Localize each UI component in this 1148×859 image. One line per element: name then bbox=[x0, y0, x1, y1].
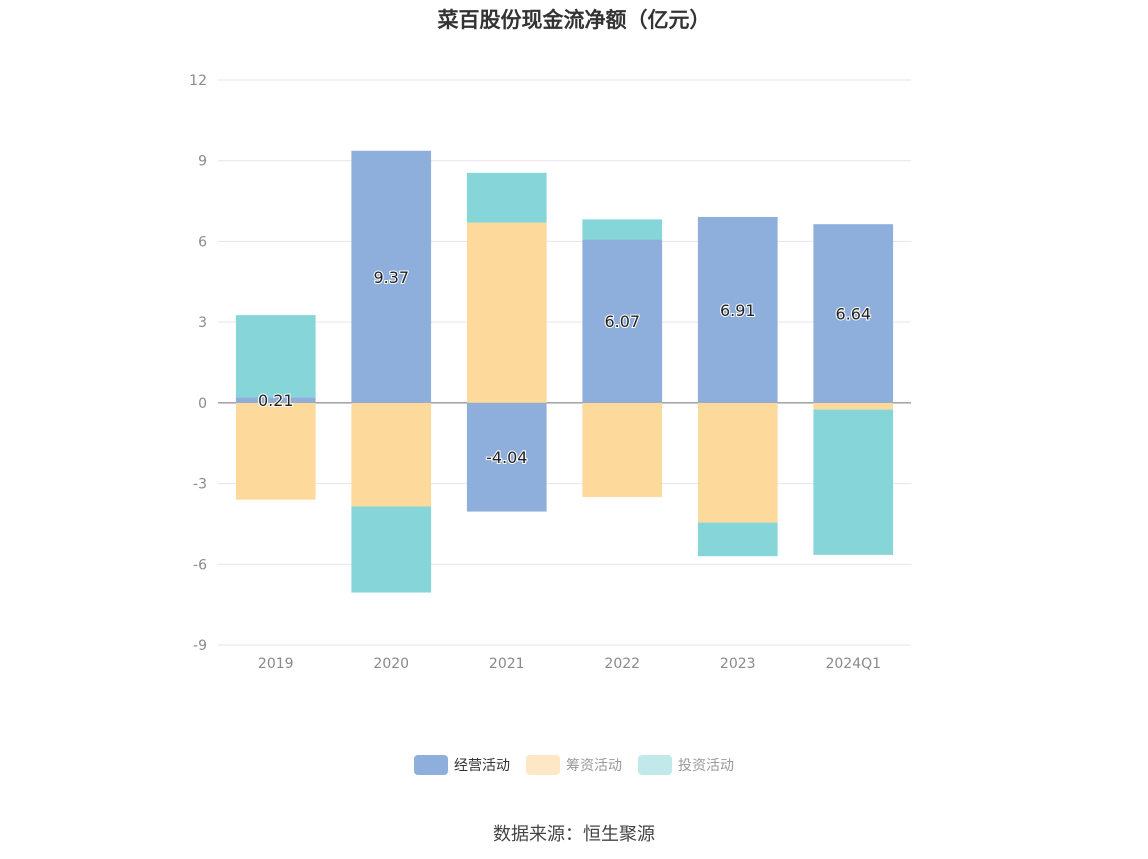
bar-0-3 bbox=[582, 239, 663, 403]
bar-2-4 bbox=[697, 522, 778, 557]
bar-1-3 bbox=[582, 402, 663, 498]
bar-0-1 bbox=[351, 150, 432, 403]
bar-0-2 bbox=[466, 402, 547, 512]
data-label: 6.64 bbox=[835, 305, 871, 324]
x-tick-label: 2023 bbox=[720, 656, 756, 672]
x-tick-label: 2020 bbox=[373, 656, 409, 672]
y-tick-label: 3 bbox=[198, 315, 207, 331]
bar-1-5 bbox=[813, 402, 894, 410]
y-tick-label: -9 bbox=[193, 638, 207, 654]
chart-title: 菜百股份现金流净额（亿元） bbox=[437, 8, 711, 32]
data-label: 6.07 bbox=[604, 312, 640, 331]
bar-0-4 bbox=[697, 216, 778, 403]
y-tick-label: 6 bbox=[198, 234, 207, 250]
data-label: 9.37 bbox=[373, 268, 409, 287]
data-label: 0.21 bbox=[258, 391, 294, 410]
legend-item[interactable]: 投资活动 bbox=[638, 755, 734, 775]
bar-2-3 bbox=[582, 219, 663, 240]
legend-swatch bbox=[638, 755, 672, 775]
y-tick-label: 0 bbox=[198, 396, 207, 412]
y-tick-label: 9 bbox=[198, 154, 207, 170]
bar-0-5 bbox=[813, 224, 894, 403]
data-label: 6.91 bbox=[720, 301, 756, 320]
data-label: -4.04 bbox=[486, 448, 527, 467]
bar-2-5 bbox=[813, 409, 894, 555]
bar-1-0 bbox=[235, 402, 316, 500]
x-tick-label: 2019 bbox=[258, 656, 294, 672]
legend-item[interactable]: 经营活动 bbox=[414, 755, 510, 775]
bar-2-0 bbox=[235, 315, 316, 398]
x-tick-label: 2024Q1 bbox=[825, 656, 881, 672]
bar-1-2 bbox=[466, 222, 547, 403]
y-tick-label: -6 bbox=[193, 557, 207, 573]
legend-swatch bbox=[526, 755, 560, 775]
legend-label: 经营活动 bbox=[454, 758, 510, 774]
legend: 经营活动 筹资活动 投资活动 bbox=[0, 755, 1148, 775]
data-source: 数据来源：恒生聚源 bbox=[493, 824, 655, 845]
bar-0-0 bbox=[235, 397, 316, 403]
x-tick-label: 2021 bbox=[489, 656, 525, 672]
bar-1-1 bbox=[351, 402, 432, 507]
bar-2-1 bbox=[351, 506, 432, 593]
bar-2-2 bbox=[466, 172, 547, 223]
legend-label: 投资活动 bbox=[678, 758, 734, 774]
y-tick-label: -3 bbox=[193, 477, 207, 493]
legend-item[interactable]: 筹资活动 bbox=[526, 755, 622, 775]
legend-swatch bbox=[414, 755, 448, 775]
legend-label: 筹资活动 bbox=[566, 758, 622, 774]
y-tick-label: 12 bbox=[189, 73, 207, 89]
bar-1-4 bbox=[697, 402, 778, 523]
x-tick-label: 2022 bbox=[604, 656, 640, 672]
